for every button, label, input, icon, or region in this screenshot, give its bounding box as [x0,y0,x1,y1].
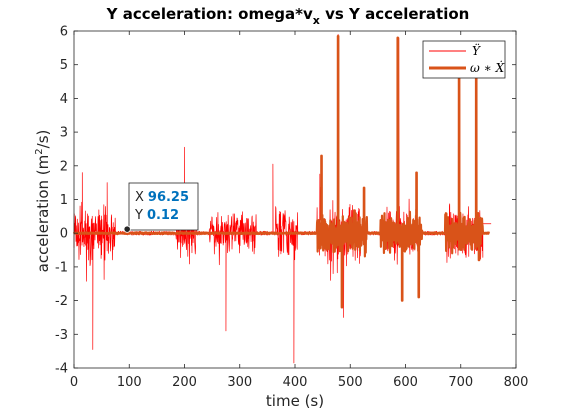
x-tick-label: 200 [172,375,197,390]
legend[interactable]: Ÿ ω ∗ Ẋ [422,40,506,79]
x-tick-label: 400 [283,375,308,390]
data-tip-marker[interactable] [123,225,131,233]
x-tick-label: 300 [227,375,252,390]
series-omega-x-dot-line [72,34,491,309]
data-tip-y: Y 0.12 [134,208,179,223]
x-tick-label: 800 [504,375,529,390]
y-tick-label: 4 [60,92,68,107]
y-tick-label: 0 [60,227,68,242]
chart-title: Y acceleration: omega*vx vs Y accelerati… [106,5,470,27]
y-tick-label: -1 [55,260,68,275]
y-tick-label: 5 [60,58,68,73]
y-tick-label: -4 [55,362,68,377]
x-tick-label: 100 [117,375,142,390]
y-axis-label: acceleration (m2/s) [34,130,52,273]
data-tip-x: X 96.25 [135,190,189,205]
y-tick-label: 1 [60,193,68,208]
x-tick-label: 700 [448,375,473,390]
x-tick-label: 0 [70,375,78,390]
plot-area [72,34,492,364]
y-tick-label: -2 [55,294,68,309]
data-tip-box [128,182,199,231]
y-tick-label: 6 [60,25,68,40]
x-tick-label: 600 [393,375,418,390]
data-tip[interactable]: X 96.25 Y 0.12 [123,182,199,233]
legend-box [422,40,506,79]
x-axis-label: time (s) [266,392,324,410]
legend-label-y-ddot: Ÿ [472,42,481,58]
legend-label-omega-x-dot: ω ∗ Ẋ [470,60,505,75]
ticks: 0 100 200 300 400 500 600 700 800 -4 -3 -2 -1 0 1 2 3 4 5 6 [55,25,528,391]
x-tick-label: 500 [338,375,363,390]
y-tick-label: 3 [60,126,68,141]
y-tick-label: 2 [60,159,68,174]
y-tick-label: -3 [55,328,68,343]
